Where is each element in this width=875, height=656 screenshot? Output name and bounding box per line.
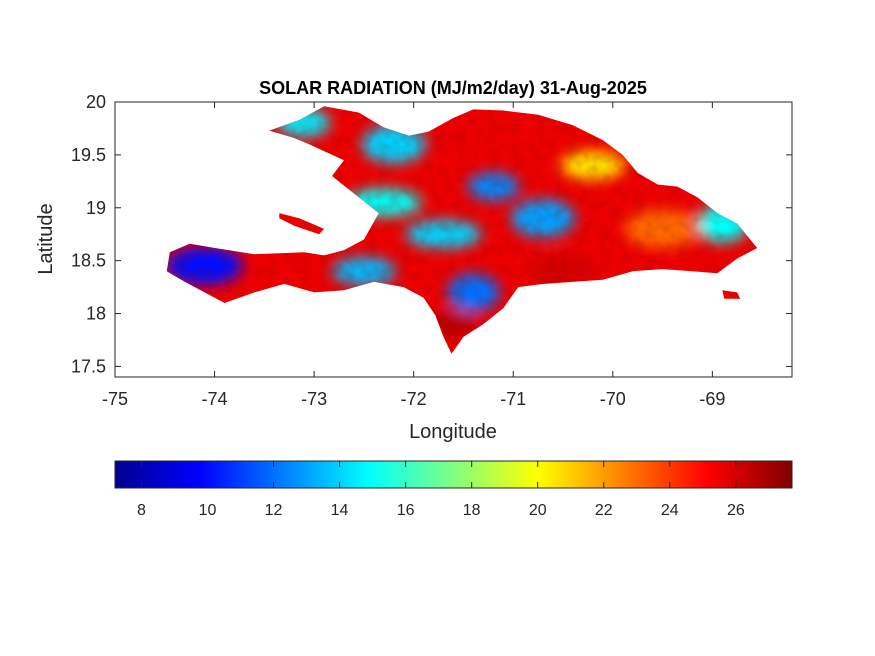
colorbar-tick-label: 22: [595, 502, 613, 519]
colorbar-tick-label: 12: [265, 502, 283, 519]
y-tick-label: 20: [86, 92, 106, 112]
x-tick-label: -74: [202, 389, 228, 409]
colorbar-tick-label: 8: [137, 502, 146, 519]
colorbar-tick-label: 14: [331, 502, 349, 519]
y-tick-label: 18: [86, 304, 106, 324]
colorbar-tick-label: 18: [463, 502, 481, 519]
y-axis: 17.5 18 18.5 19 19.5 20: [71, 92, 106, 376]
chart-title: SOLAR RADIATION (MJ/m2/day) 31-Aug-2025: [259, 78, 647, 98]
x-tick-label: -69: [699, 389, 725, 409]
colorbar-bar: [114, 460, 793, 489]
y-tick-label: 19: [86, 198, 106, 218]
x-tick-label: -71: [500, 389, 526, 409]
x-tick-label: -73: [301, 389, 327, 409]
plot-frame: [114, 101, 792, 377]
colorbar-tick-label: 20: [529, 502, 547, 519]
y-tick-label: 19.5: [71, 145, 106, 165]
colorbar: 8 10 12 14 16 18 20 22 24 26: [114, 460, 793, 519]
y-axis-label: Latitude: [35, 203, 57, 274]
x-tick-label: -75: [102, 389, 128, 409]
x-axis: -75 -74 -73 -72 -71 -70 -69: [102, 389, 725, 409]
y-tick-label: 17.5: [71, 356, 106, 376]
colorbar-tick-label: 24: [661, 502, 679, 519]
colorbar-tick-label: 10: [199, 502, 217, 519]
x-axis-label: Longitude: [409, 421, 497, 443]
x-tick-label: -72: [401, 389, 427, 409]
colorbar-tick-label: 26: [727, 502, 745, 519]
y-tick-label: 18.5: [71, 251, 106, 271]
colorbar-tick-label: 16: [397, 502, 415, 519]
x-tick-label: -70: [600, 389, 626, 409]
